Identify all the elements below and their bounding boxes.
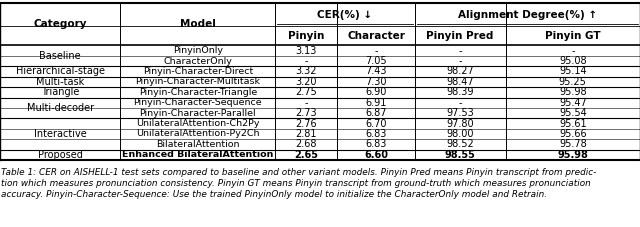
Text: Interactive: Interactive — [34, 129, 86, 139]
Text: 2.73: 2.73 — [296, 108, 317, 118]
Text: 97.80: 97.80 — [446, 118, 474, 128]
Text: 3.20: 3.20 — [296, 77, 317, 87]
Text: 6.60: 6.60 — [364, 150, 388, 160]
Text: Pinyin Pred: Pinyin Pred — [426, 31, 494, 41]
Text: 95.54: 95.54 — [559, 108, 587, 118]
Text: Table 1: CER on AISHELL-1 test sets compared to baseline and other variant model: Table 1: CER on AISHELL-1 test sets comp… — [1, 168, 596, 199]
Text: 7.30: 7.30 — [365, 77, 387, 87]
Text: 95.61: 95.61 — [559, 118, 587, 128]
Text: -: - — [571, 46, 575, 56]
Text: 98.55: 98.55 — [445, 150, 476, 160]
Text: Model: Model — [180, 19, 216, 30]
Text: 6.90: 6.90 — [365, 87, 387, 97]
Text: Alignment Degree(%) ↑: Alignment Degree(%) ↑ — [458, 10, 597, 20]
Text: Multi-task: Multi-task — [36, 77, 84, 87]
Text: -: - — [305, 98, 308, 108]
Text: 95.47: 95.47 — [559, 98, 587, 108]
Text: 97.53: 97.53 — [446, 108, 474, 118]
Text: 6.83: 6.83 — [365, 129, 387, 139]
Text: 7.05: 7.05 — [365, 56, 387, 66]
Text: 98.39: 98.39 — [447, 87, 474, 97]
Text: -: - — [305, 56, 308, 66]
Text: Multi-decoder: Multi-decoder — [27, 103, 93, 113]
Text: 6.83: 6.83 — [365, 139, 387, 149]
Text: -: - — [458, 56, 462, 66]
Text: Pinyin-Character-Triangle: Pinyin-Character-Triangle — [139, 88, 257, 97]
Text: 2.81: 2.81 — [296, 129, 317, 139]
Text: 98.47: 98.47 — [446, 77, 474, 87]
Text: -: - — [458, 98, 462, 108]
Text: 6.87: 6.87 — [365, 108, 387, 118]
Text: 95.98: 95.98 — [557, 150, 588, 160]
Text: 2.75: 2.75 — [296, 87, 317, 97]
Text: 3.13: 3.13 — [296, 46, 317, 56]
Text: 98.52: 98.52 — [446, 139, 474, 149]
Text: Pinyin GT: Pinyin GT — [545, 31, 600, 41]
Text: 7.43: 7.43 — [365, 67, 387, 76]
Text: Pinyin-Character-Multitask: Pinyin-Character-Multitask — [135, 77, 260, 86]
Text: 95.66: 95.66 — [559, 129, 587, 139]
Text: 95.78: 95.78 — [559, 139, 587, 149]
Text: Pinyin-Character-Sequence: Pinyin-Character-Sequence — [134, 98, 262, 107]
Text: Character: Character — [347, 31, 405, 41]
Text: -: - — [374, 46, 378, 56]
Text: 6.70: 6.70 — [365, 118, 387, 128]
Text: -: - — [458, 46, 462, 56]
Text: 95.14: 95.14 — [559, 67, 587, 76]
Text: 2.68: 2.68 — [296, 139, 317, 149]
Text: CharacterOnly: CharacterOnly — [163, 57, 232, 66]
Text: Pinyin-Character-Parallel: Pinyin-Character-Parallel — [140, 109, 256, 118]
Text: Pinyin: Pinyin — [288, 31, 324, 41]
Text: Hierarchical-stage: Hierarchical-stage — [15, 67, 105, 76]
Text: Triangle: Triangle — [41, 87, 79, 97]
Text: Proposed: Proposed — [38, 150, 83, 160]
Text: 95.25: 95.25 — [559, 77, 587, 87]
Text: 2.76: 2.76 — [296, 118, 317, 128]
Text: 3.32: 3.32 — [296, 67, 317, 76]
Text: 95.98: 95.98 — [559, 87, 587, 97]
Text: 2.65: 2.65 — [294, 150, 318, 160]
Text: UnilateralAttention-Ch2Py: UnilateralAttention-Ch2Py — [136, 119, 259, 128]
Text: UnilateralAttention-Py2Ch: UnilateralAttention-Py2Ch — [136, 129, 259, 138]
Text: 98.27: 98.27 — [446, 67, 474, 76]
Text: BilateralAttention: BilateralAttention — [156, 140, 239, 149]
Text: Pinyin-Character-Direct: Pinyin-Character-Direct — [143, 67, 253, 76]
Text: PinyinOnly: PinyinOnly — [173, 46, 223, 55]
Text: Baseline: Baseline — [39, 51, 81, 61]
Text: 95.08: 95.08 — [559, 56, 587, 66]
Text: CER(%) ↓: CER(%) ↓ — [317, 10, 372, 20]
Text: Enhanced BilateralAttention: Enhanced BilateralAttention — [122, 150, 273, 159]
Text: 98.00: 98.00 — [447, 129, 474, 139]
Text: 6.91: 6.91 — [365, 98, 387, 108]
Text: Category: Category — [33, 19, 87, 30]
